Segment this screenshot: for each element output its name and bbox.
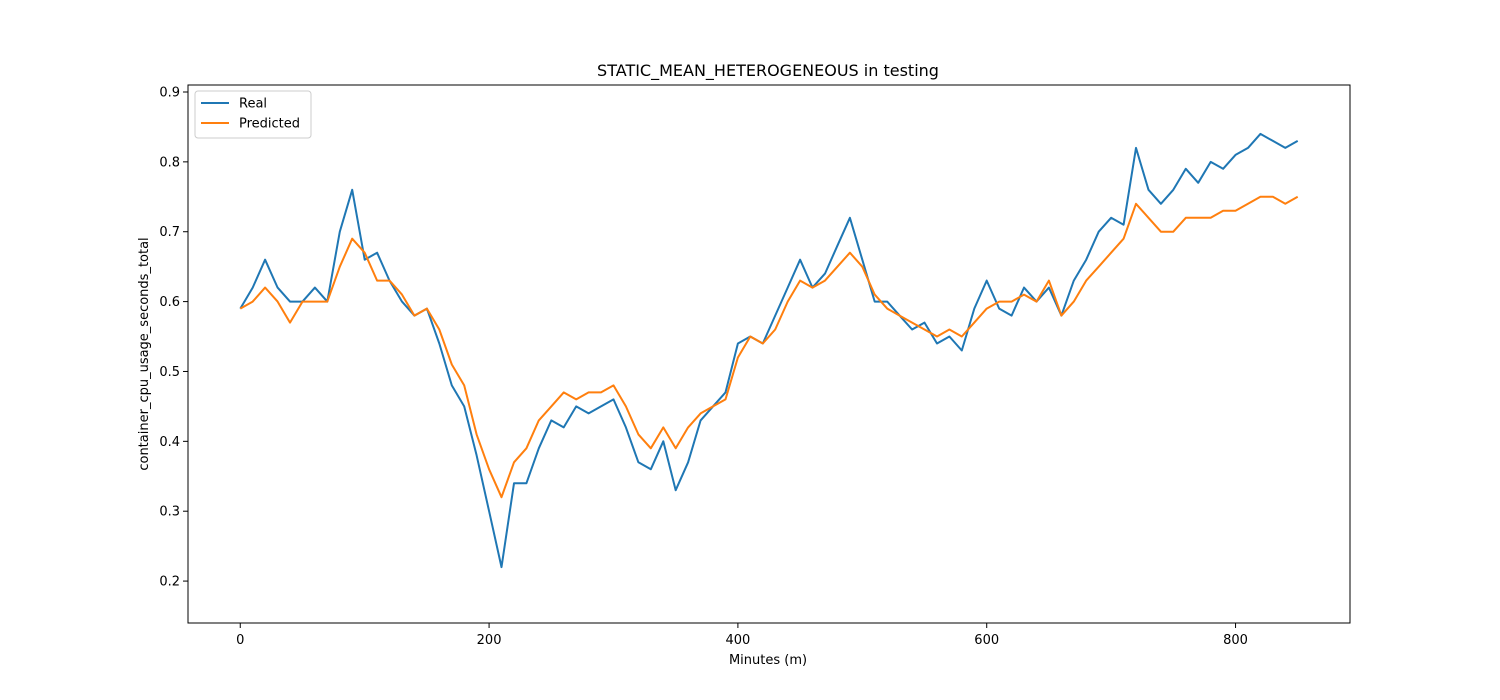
x-tick-label: 0 [236, 633, 244, 648]
x-tick-label: 400 [725, 633, 750, 648]
y-axis-label: container_cpu_usage_seconds_total [137, 237, 152, 470]
y-tick-label: 0.4 [159, 435, 180, 450]
x-axis: 0 200 400 600 800 [236, 623, 1248, 648]
y-tick-label: 0.5 [159, 365, 180, 380]
y-tick-label: 0.9 [159, 85, 180, 100]
x-tick-label: 800 [1223, 633, 1248, 648]
series-layer [239, 132, 1299, 569]
x-axis-label: Minutes (m) [729, 653, 807, 668]
y-tick-label: 0.3 [159, 505, 180, 520]
x-tick-label: 200 [477, 633, 502, 648]
y-axis: 0.2 0.3 0.4 0.5 0.6 0.7 0.8 0.9 [159, 85, 188, 590]
y-tick-label: 0.8 [159, 155, 180, 170]
x-tick-label: 600 [974, 633, 999, 648]
plot-area [187, 84, 1351, 624]
y-tick-label: 0.7 [159, 225, 180, 240]
y-tick-label: 0.2 [159, 575, 180, 590]
y-tick-label: 0.6 [159, 295, 180, 310]
legend-label-predicted: Predicted [239, 117, 300, 132]
legend: Real Predicted [194, 90, 312, 139]
legend-label-real: Real [239, 97, 267, 112]
series-line-predicted [239, 195, 1299, 499]
series-line-real [239, 132, 1299, 569]
chart-title: STATIC_MEAN_HETEROGENEOUS in testing [597, 61, 939, 81]
